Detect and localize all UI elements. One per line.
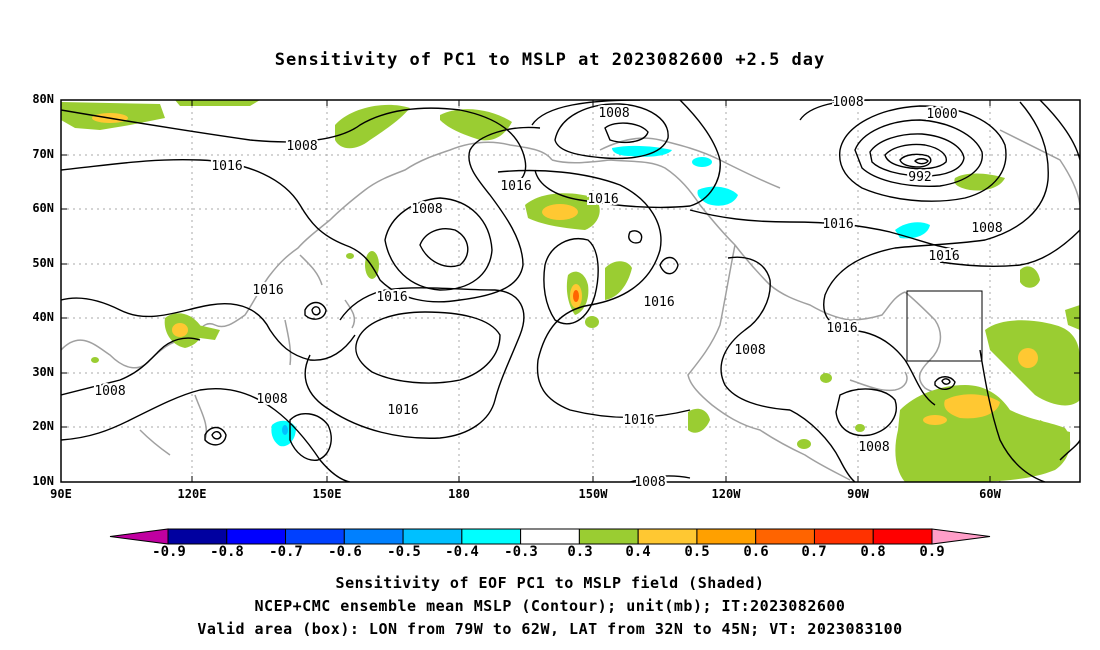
colorbar-swatch bbox=[813, 528, 874, 545]
lon-label: 60W bbox=[979, 487, 1001, 501]
contour-label: 1016 bbox=[376, 290, 407, 305]
mslp-contours bbox=[61, 100, 1080, 482]
colorbar-swatch bbox=[343, 528, 404, 545]
contour-label: 1008 bbox=[634, 475, 665, 490]
lat-label: 30N bbox=[32, 365, 54, 379]
colorbar-label: 0.6 bbox=[743, 544, 769, 560]
colorbar-label: -0.9 bbox=[152, 544, 186, 560]
contour-label: 1016 bbox=[211, 159, 242, 174]
colorbar-label: -0.7 bbox=[269, 544, 303, 560]
contour-label: 1016 bbox=[500, 179, 531, 194]
contour-label: 1008 bbox=[734, 343, 765, 358]
contour-label: 1008 bbox=[94, 384, 125, 399]
caption-line-1: Sensitivity of EOF PC1 to MSLP field (Sh… bbox=[335, 574, 765, 592]
contour-label: 1008 bbox=[858, 440, 889, 455]
colorbar-swatch bbox=[872, 528, 933, 545]
colorbar-swatch bbox=[755, 528, 815, 545]
caption-line-2: NCEP+CMC ensemble mean MSLP (Contour); u… bbox=[254, 597, 846, 615]
valid-area-box bbox=[906, 290, 983, 362]
lon-label: 180 bbox=[448, 487, 470, 501]
lon-label: 120W bbox=[711, 487, 741, 501]
contour-label: 1008 bbox=[256, 392, 287, 407]
colorbar-end-low bbox=[109, 528, 169, 545]
contour-label: 1008 bbox=[971, 221, 1002, 236]
colorbar-label: -0.5 bbox=[387, 544, 421, 560]
map-title: Sensitivity of PC1 to MSLP at 2023082600… bbox=[274, 50, 826, 70]
lat-label: 40N bbox=[32, 310, 54, 324]
lon-label: 120E bbox=[177, 487, 207, 501]
colorbar-label: 0.3 bbox=[567, 544, 593, 560]
contour-label: 1016 bbox=[928, 249, 959, 264]
colorbar-swatch bbox=[285, 528, 345, 545]
colorbar-label: 0.8 bbox=[860, 544, 886, 560]
grid-lines bbox=[61, 100, 1080, 482]
contour-label: 1008 bbox=[411, 202, 442, 217]
colorbar-label: -0.3 bbox=[504, 544, 538, 560]
contour-label: 1008 bbox=[598, 106, 629, 121]
colorbar-label: 0.5 bbox=[684, 544, 710, 560]
lat-label: 50N bbox=[32, 256, 54, 270]
colorbar-swatch bbox=[402, 528, 463, 545]
colorbar-swatch bbox=[461, 528, 522, 545]
lat-label: 10N bbox=[32, 474, 54, 488]
lat-label: 80N bbox=[32, 92, 54, 106]
axis-ticks bbox=[61, 100, 1080, 482]
colorbar-label: 0.4 bbox=[625, 544, 651, 560]
contour-label: 1016 bbox=[387, 403, 418, 418]
lat-label: 20N bbox=[32, 419, 54, 433]
contour-labels: 1008 1016 1016 1008 1016 1016 1016 1016 … bbox=[92, 93, 1004, 492]
contour-label: 992 bbox=[908, 170, 931, 185]
colorbar-swatch bbox=[520, 528, 580, 545]
lat-label: 70N bbox=[32, 147, 54, 161]
lat-label: 60N bbox=[32, 201, 54, 215]
contour-label: 1016 bbox=[623, 413, 654, 428]
colorbar-end-high bbox=[931, 528, 991, 545]
colorbar-label: 0.9 bbox=[919, 544, 945, 560]
colorbar-swatch bbox=[696, 528, 757, 545]
contour-label: 1008 bbox=[286, 139, 317, 154]
contour-label: 1016 bbox=[252, 283, 283, 298]
sensitivity-shading bbox=[61, 100, 1080, 482]
contour-label: 1016 bbox=[822, 217, 853, 232]
lon-label: 150W bbox=[578, 487, 608, 501]
colorbar-swatch bbox=[167, 528, 228, 545]
lon-label: 90W bbox=[847, 487, 869, 501]
colorbar-label: -0.4 bbox=[445, 544, 479, 560]
contour-label: 1008 bbox=[832, 95, 863, 110]
colorbar-label: 0.7 bbox=[801, 544, 827, 560]
colorbar-label: -0.8 bbox=[210, 544, 244, 560]
colorbar-label: -0.6 bbox=[328, 544, 362, 560]
colorbar-swatch bbox=[226, 528, 287, 545]
contour-label: 1016 bbox=[643, 295, 674, 310]
colorbar bbox=[109, 528, 991, 545]
caption-line-3: Valid area (box): LON from 79W to 62W, L… bbox=[197, 620, 903, 638]
colorbar-swatch bbox=[637, 528, 698, 545]
contour-label: 1016 bbox=[587, 192, 618, 207]
colorbar-swatch bbox=[578, 528, 639, 545]
contour-label: 1016 bbox=[826, 321, 857, 336]
lon-label: 150E bbox=[312, 487, 342, 501]
map-frame bbox=[60, 99, 1081, 483]
lon-label: 90E bbox=[50, 487, 72, 501]
contour-label: 1000 bbox=[926, 107, 957, 122]
